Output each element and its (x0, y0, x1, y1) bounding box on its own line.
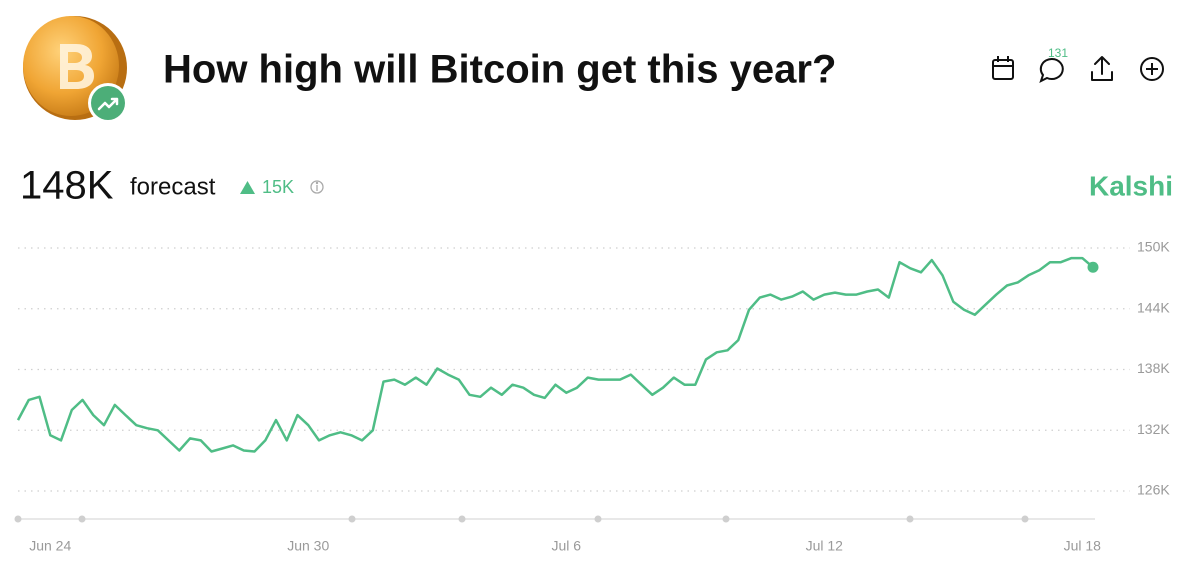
add-button[interactable] (1140, 57, 1164, 81)
y-tick-label: 150K (1137, 239, 1170, 255)
forecast-value: 148K (20, 164, 114, 208)
y-tick-label: 132K (1137, 421, 1170, 437)
x-tick-label: Jun 24 (29, 538, 71, 554)
y-tick-label: 126K (1137, 482, 1170, 498)
share-button[interactable] (1091, 56, 1113, 81)
x-tick-label: Jul 18 (1064, 538, 1102, 554)
y-tick-label: 144K (1137, 299, 1170, 315)
comment-count: 131 (1048, 46, 1068, 60)
forecast-change: 15K (262, 177, 294, 197)
brand: Kalshi (1089, 170, 1173, 201)
title: How high will Bitcoin get this year? (163, 48, 836, 92)
comments-button[interactable]: 131 (1039, 46, 1069, 83)
calendar-button[interactable] (992, 56, 1014, 80)
last-point (1087, 261, 1099, 273)
bitcoin-logo (23, 16, 128, 123)
info-icon[interactable] (310, 180, 324, 194)
up-arrow (240, 181, 255, 194)
axis-dots (14, 515, 1029, 523)
price-line (16, 256, 1094, 453)
x-tick-label: Jul 12 (806, 538, 844, 554)
x-tick-label: Jul 6 (551, 538, 581, 554)
y-tick-label: 138K (1137, 360, 1170, 376)
forecast-label: forecast (130, 173, 216, 200)
x-tick-label: Jun 30 (287, 538, 329, 554)
